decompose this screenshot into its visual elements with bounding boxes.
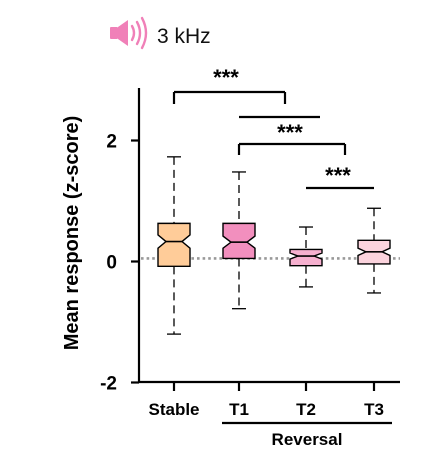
x-tick-label: Stable — [148, 400, 199, 419]
significance-label: *** — [213, 65, 239, 90]
x-tick-label: T2 — [296, 400, 316, 419]
y-tick-label: 2 — [106, 132, 117, 153]
y-tick-label: -2 — [100, 374, 117, 395]
box-body — [222, 222, 256, 260]
box-t2 — [289, 226, 323, 288]
y-axis-label: Mean response (z-score) — [61, 116, 83, 351]
box-body — [289, 248, 323, 267]
box-stable — [157, 156, 191, 335]
significance-label: *** — [325, 163, 351, 188]
x-tick-label: T3 — [364, 400, 384, 419]
box-body — [157, 222, 191, 268]
significance-bracket: *** — [237, 120, 347, 155]
x-tick-label: T1 — [229, 400, 249, 419]
significance-label: *** — [277, 120, 303, 145]
significance-bracket: *** — [306, 163, 374, 190]
significance-bracket: *** — [172, 65, 287, 104]
box-t1 — [222, 171, 256, 310]
box-t3 — [357, 207, 391, 294]
speaker-icon — [110, 16, 148, 50]
stimulus-label: 3 kHz — [157, 25, 211, 48]
group-label: Reversal — [272, 430, 343, 449]
y-tick-label: 0 — [106, 253, 117, 274]
